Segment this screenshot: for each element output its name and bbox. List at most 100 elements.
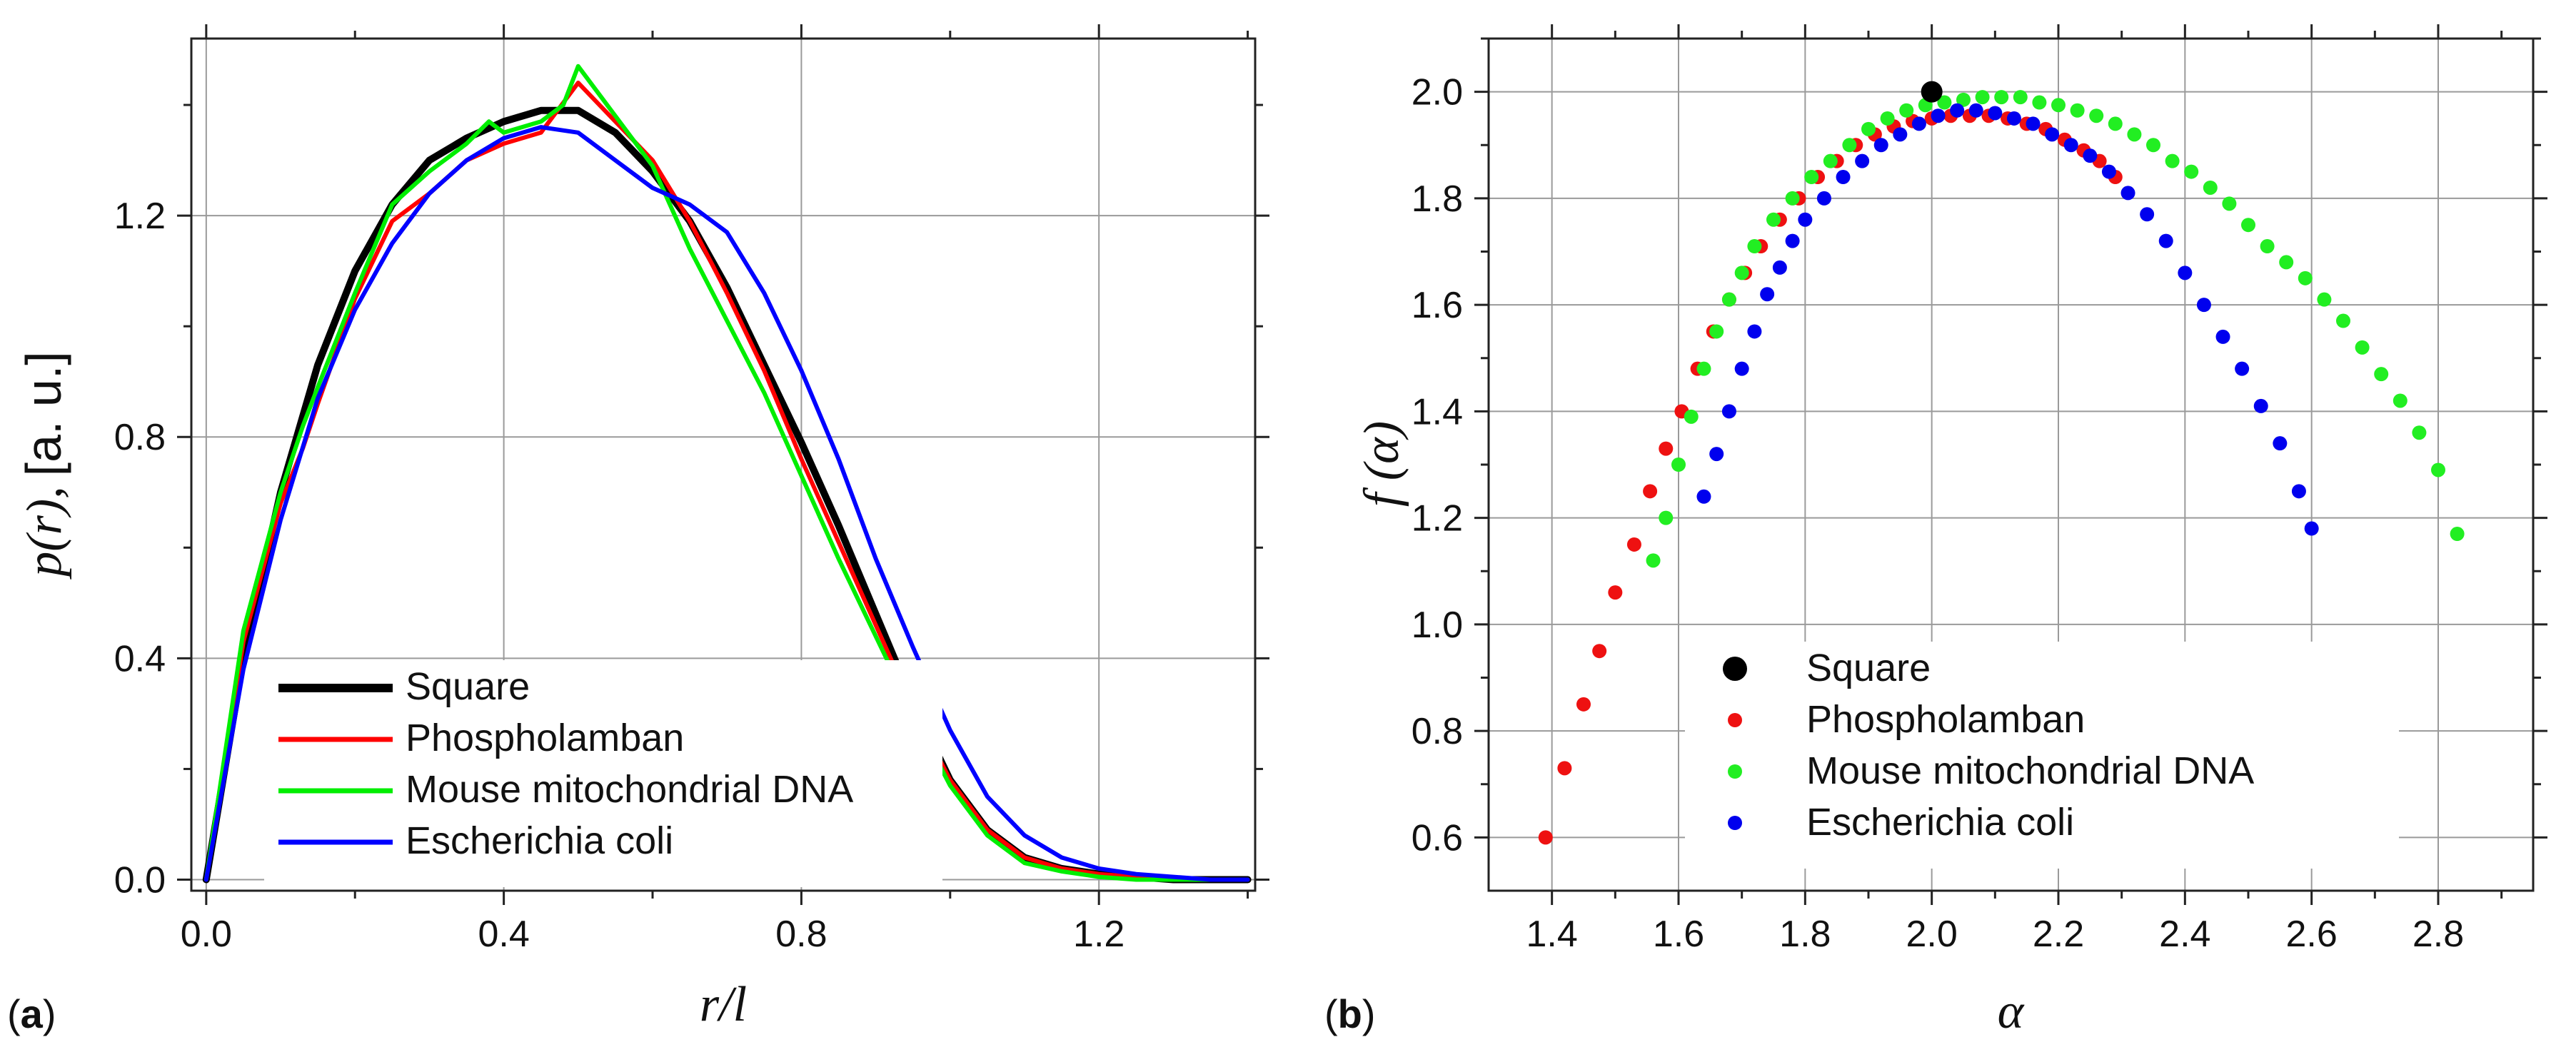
legend-swatch-2 (1728, 764, 1742, 779)
x-tick-label-1: 1.6 (1653, 914, 1704, 955)
series-3-point-13 (1893, 127, 1908, 142)
series-3-point-29 (2196, 298, 2211, 313)
x-tick-label-6: 2.6 (2286, 914, 2338, 955)
panel-a-y-axis-unit: [a. u.] (16, 351, 71, 476)
series-3-point-10 (1836, 170, 1851, 185)
legend-label-3: Escherichia coli (1806, 801, 2074, 844)
series-3-point-7 (1785, 233, 1800, 248)
series-2-point-41 (2374, 367, 2389, 382)
series-3-point-15 (1931, 108, 1946, 123)
series-2-point-40 (2355, 340, 2370, 355)
series-3-point-35 (2304, 521, 2319, 536)
y-tick-label-1: 0.8 (1412, 711, 1463, 752)
series-3-point-19 (2006, 111, 2021, 126)
series-3-point-26 (2140, 207, 2155, 222)
series-3-point-3 (1734, 361, 1749, 376)
y-tick-label-6: 1.8 (1412, 178, 1463, 220)
series-2-point-12 (1823, 153, 1838, 168)
series-2-point-22 (2013, 90, 2028, 105)
panel-b-ticks: 1.4 1.6 1.8 2.0 2.2 2.4 2.6 2.8 0.6 0.8 1.0 1.2 1.4 1… (1412, 24, 2547, 955)
series-2-point-14 (1861, 121, 1876, 136)
series-2-point-5 (1709, 324, 1724, 339)
series-2-point-15 (1880, 111, 1895, 126)
y-tick-label-3: 1.2 (1412, 498, 1463, 540)
x-tick-label-4: 2.2 (2033, 914, 2084, 955)
panel-b-x-axis-title: α (1998, 984, 2025, 1039)
series-1-point-0 (1538, 830, 1553, 845)
x-tick-label-0: 1.4 (1526, 914, 1578, 955)
panel-b-label-open: ( (1324, 991, 1338, 1036)
series-2-point-3 (1684, 409, 1699, 424)
series-1-point-5 (1626, 537, 1641, 552)
series-2-point-36 (2279, 255, 2294, 270)
y-tick-label-1: 0.4 (114, 638, 166, 679)
x-tick-label-1: 0.4 (478, 914, 529, 955)
series-3-point-31 (2235, 361, 2250, 376)
legend-swatch-3 (1728, 816, 1742, 830)
series-3-point-21 (2045, 127, 2060, 142)
series-line-1 (203, 81, 1250, 882)
legend-label-1: Phospholamban (1806, 698, 2085, 741)
series-3-point-1 (1709, 447, 1724, 462)
legend-label-1: Phospholamban (406, 717, 684, 759)
series-3-point-33 (2273, 436, 2288, 451)
series-2-point-0 (1646, 553, 1661, 568)
panel-b-label: (b) (1324, 991, 1376, 1036)
series-2-point-42 (2393, 393, 2408, 408)
series-2-point-1 (1659, 510, 1674, 525)
series-2-point-35 (2260, 239, 2275, 254)
series-2-point-44 (2431, 462, 2445, 477)
legend-swatch-1 (1728, 713, 1742, 727)
panel-b-legend: Square Phospholamban Mouse mitochondrial D… (1685, 642, 2399, 869)
series-2-point-16 (1899, 103, 1914, 118)
panel-a-label: (a) (7, 991, 56, 1036)
series-2-point-33 (2222, 196, 2237, 211)
panel-b: 1.4 1.6 1.8 2.0 2.2 2.4 2.6 2.8 0.6 0.8 1.0 1.2 1.4 1… (1324, 24, 2547, 1039)
y-tick-label-5: 1.6 (1412, 285, 1463, 326)
panel-a-label-close: ) (43, 991, 56, 1036)
y-tick-label-7: 2.0 (1412, 72, 1463, 113)
panel-a-legend: Square Phospholamban Mouse mitochondrial D… (264, 660, 942, 887)
series-2-point-32 (2203, 180, 2218, 195)
series-2-point-25 (2070, 103, 2085, 118)
series-3-point-28 (2178, 265, 2193, 280)
x-tick-label-5: 2.4 (2159, 914, 2210, 955)
panel-a-y-axis-function: p(r), (17, 486, 72, 580)
series-2-point-30 (2165, 153, 2180, 168)
panel-a-plot-frame (190, 37, 1257, 892)
series-2-point-7 (1734, 265, 1749, 280)
series-2-point-9 (1766, 212, 1781, 227)
series-3-point-23 (2083, 148, 2098, 163)
panel-b-series (1538, 81, 2465, 845)
series-3-point-8 (1798, 212, 1813, 227)
series-2-point-2 (1671, 457, 1686, 472)
series-2-point-45 (2450, 527, 2465, 542)
series-3-point-27 (2158, 233, 2173, 248)
y-tick-label-0: 0.6 (1412, 817, 1463, 859)
series-1-point-6 (1643, 484, 1658, 499)
series-2-point-27 (2108, 116, 2123, 131)
series-1-point-4 (1608, 585, 1623, 600)
series-3-point-34 (2291, 484, 2306, 499)
series-2-point-21 (1994, 90, 2009, 105)
legend-background (1685, 642, 2399, 869)
series-2-point-31 (2184, 164, 2199, 179)
x-tick-label-3: 1.2 (1073, 914, 1125, 955)
legend-label-0: Square (1806, 647, 1931, 689)
series-2-point-4 (1696, 361, 1711, 376)
legend-label-0: Square (406, 665, 530, 708)
series-1-point-3 (1592, 644, 1607, 659)
y-tick-label-2: 1.0 (1412, 605, 1463, 646)
series-2-point-20 (1975, 90, 1990, 105)
series-2-point-6 (1721, 292, 1736, 307)
series-3-point-11 (1855, 153, 1870, 168)
series-2-point-28 (2127, 127, 2142, 142)
series-3-point-9 (1816, 191, 1831, 206)
series-2-point-26 (2089, 108, 2104, 123)
series-3-point-25 (2120, 186, 2135, 201)
panel-a-y-axis-title: p(r), [a. u.] (16, 351, 72, 580)
series-2-point-39 (2336, 313, 2350, 328)
y-tick-label-4: 1.4 (1412, 391, 1463, 433)
series-3-point-24 (2101, 164, 2116, 179)
